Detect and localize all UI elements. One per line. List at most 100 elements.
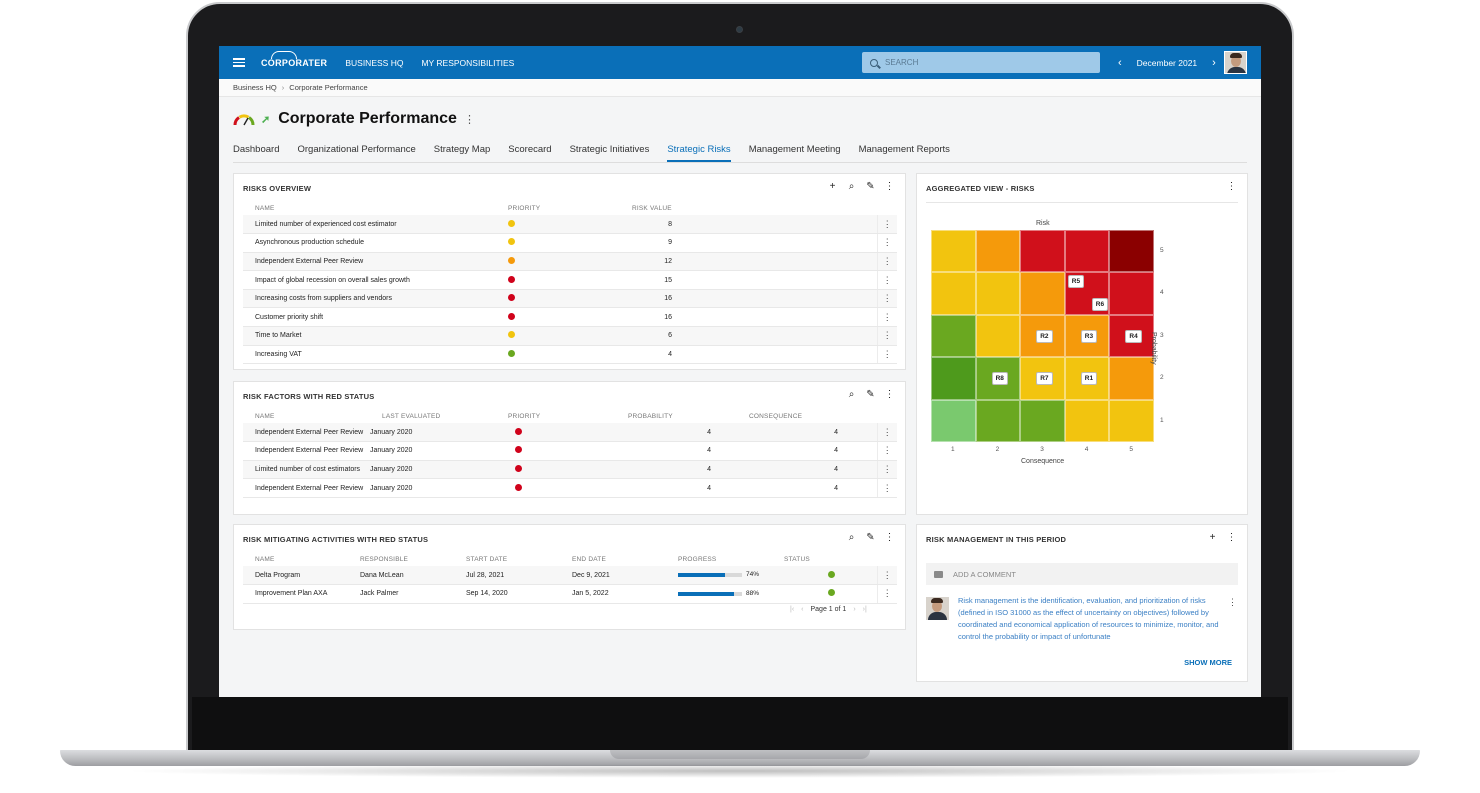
first-page-icon[interactable]: |‹ xyxy=(790,606,795,613)
heatmap-cell[interactable] xyxy=(931,399,976,442)
comment-text[interactable]: Risk management is the identification, e… xyxy=(958,596,1219,641)
more-options-icon[interactable]: ⋮ xyxy=(884,389,895,400)
table-row[interactable]: Independent External Peer Review January … xyxy=(243,478,897,498)
row-menu-icon[interactable]: ⋮ xyxy=(876,233,897,253)
prev-page-icon[interactable]: ‹ xyxy=(801,606,804,613)
more-options-icon[interactable]: ⋮ xyxy=(1226,181,1237,192)
heatmap-cell[interactable] xyxy=(931,314,976,358)
search-icon[interactable]: ⌕ xyxy=(848,389,855,400)
risk-tag[interactable]: R4 xyxy=(1125,329,1142,343)
row-menu-icon[interactable]: ⋮ xyxy=(876,307,897,328)
breadcrumb-corporate-performance[interactable]: Corporate Performance xyxy=(289,83,368,92)
tab-scorecard[interactable]: Scorecard xyxy=(508,144,552,155)
row-menu-icon[interactable]: ⋮ xyxy=(876,289,897,309)
row-menu-icon[interactable]: ⋮ xyxy=(876,566,897,586)
heatmap-cell[interactable] xyxy=(931,272,976,315)
row-menu-icon[interactable]: ⋮ xyxy=(876,478,897,498)
heatmap-cell[interactable]: R4 xyxy=(1109,314,1154,358)
heatmap-cell[interactable] xyxy=(1020,399,1065,442)
period-label[interactable]: December 2021 xyxy=(1136,57,1198,68)
table-row[interactable]: Independent External Peer Review January … xyxy=(243,423,897,443)
row-menu-icon[interactable]: ⋮ xyxy=(876,460,897,480)
table-row[interactable]: Asynchronous production schedule 9 ⋮ xyxy=(243,233,897,253)
more-options-icon[interactable]: ⋮ xyxy=(1228,597,1237,607)
row-menu-icon[interactable]: ⋮ xyxy=(876,252,897,272)
row-menu-icon[interactable]: ⋮ xyxy=(876,584,897,604)
edit-icon[interactable]: ✎ xyxy=(866,532,875,543)
user-avatar[interactable] xyxy=(1224,51,1247,74)
table-row[interactable]: Time to Market 6 ⋮ xyxy=(243,326,897,346)
tab-management-reports[interactable]: Management Reports xyxy=(858,144,950,155)
heatmap-cell[interactable] xyxy=(931,230,976,273)
table-row[interactable]: Increasing VAT 4 ⋮ xyxy=(243,345,897,365)
risk-tag[interactable]: R6 xyxy=(1091,298,1109,312)
heatmap-cell[interactable] xyxy=(1020,230,1065,273)
row-menu-icon[interactable]: ⋮ xyxy=(876,215,897,235)
heatmap-cell[interactable]: R2 xyxy=(1020,314,1065,358)
tab-dashboard[interactable]: Dashboard xyxy=(233,144,280,155)
search-icon[interactable]: ⌕ xyxy=(848,181,855,192)
menu-icon[interactable] xyxy=(233,58,245,67)
row-menu-icon[interactable]: ⋮ xyxy=(876,326,897,346)
nav-business-hq[interactable]: BUSINESS HQ xyxy=(345,57,404,68)
tab-management-meeting[interactable]: Management Meeting xyxy=(748,144,841,155)
search-box[interactable] xyxy=(862,52,1100,73)
table-row[interactable]: Improvement Plan AXA Jack Palmer Sep 14, 2… xyxy=(243,584,897,604)
heatmap-cell[interactable]: R7 xyxy=(1020,357,1065,400)
chevron-right-icon[interactable]: › xyxy=(1212,56,1216,69)
heatmap-cell[interactable]: R8 xyxy=(975,357,1021,400)
table-row[interactable]: Delta Program Dana McLean Jul 28, 2021 Dec … xyxy=(243,566,897,586)
add-icon[interactable]: + xyxy=(829,181,836,192)
heatmap-cell[interactable] xyxy=(1109,399,1154,442)
heatmap-cell[interactable] xyxy=(1109,272,1154,315)
more-options-icon[interactable]: ⋮ xyxy=(884,181,895,192)
heatmap-cell[interactable] xyxy=(1109,230,1154,273)
heatmap-cell[interactable] xyxy=(975,399,1021,442)
heatmap-cell[interactable] xyxy=(1064,399,1110,442)
heatmap-cell[interactable]: R3 xyxy=(1064,314,1110,358)
brand-logo[interactable]: CORPORATER xyxy=(261,50,327,68)
table-row[interactable]: Customer priority shift 16 ⋮ xyxy=(243,307,897,328)
table-row[interactable]: Limited number of experienced cost estim… xyxy=(243,215,897,235)
risk-tag[interactable]: R5 xyxy=(1067,275,1085,289)
risk-tag[interactable]: R1 xyxy=(1080,372,1098,386)
heatmap-cell[interactable]: R1 xyxy=(1064,357,1110,400)
heatmap-cell[interactable] xyxy=(1020,272,1065,315)
table-row[interactable]: Increasing costs from suppliers and vend… xyxy=(243,289,897,309)
chevron-left-icon[interactable]: ‹ xyxy=(1118,56,1122,69)
heatmap-cell[interactable]: R5 R6 xyxy=(1064,272,1110,315)
row-menu-icon[interactable]: ⋮ xyxy=(876,270,897,290)
next-page-icon[interactable]: › xyxy=(853,606,856,613)
table-row[interactable]: Limited number of cost estimators January… xyxy=(243,460,897,480)
more-options-icon[interactable]: ⋮ xyxy=(1226,532,1237,543)
search-icon[interactable]: ⌕ xyxy=(848,532,855,543)
risk-tag[interactable]: R8 xyxy=(991,372,1008,386)
risk-tag[interactable]: R7 xyxy=(1036,372,1053,386)
row-menu-icon[interactable]: ⋮ xyxy=(876,441,897,461)
tab-organizational-performance[interactable]: Organizational Performance xyxy=(297,144,416,155)
search-input[interactable] xyxy=(885,58,1085,67)
row-menu-icon[interactable]: ⋮ xyxy=(876,423,897,443)
add-icon[interactable]: + xyxy=(1209,532,1216,543)
edit-icon[interactable]: ✎ xyxy=(866,181,875,192)
risk-tag[interactable]: R2 xyxy=(1036,329,1053,343)
table-row[interactable]: Impact of global recession on overall sa… xyxy=(243,270,897,290)
heatmap-cell[interactable] xyxy=(975,314,1021,358)
more-options-icon[interactable]: ⋮ xyxy=(884,532,895,543)
tab-strategy-map[interactable]: Strategy Map xyxy=(433,144,491,155)
row-menu-icon[interactable]: ⋮ xyxy=(876,345,897,365)
edit-icon[interactable]: ✎ xyxy=(866,389,875,400)
heatmap-cell[interactable] xyxy=(975,272,1021,315)
nav-my-responsibilities[interactable]: MY RESPONSIBILITIES xyxy=(421,57,515,68)
last-page-icon[interactable]: ›| xyxy=(862,606,867,613)
heatmap-cell[interactable] xyxy=(1064,230,1110,273)
add-comment-field[interactable]: ADD A COMMENT xyxy=(926,563,1238,585)
heatmap-cell[interactable] xyxy=(931,357,976,400)
heatmap-cell[interactable] xyxy=(975,230,1021,273)
tab-strategic-initiatives[interactable]: Strategic Initiatives xyxy=(569,144,650,155)
table-row[interactable]: Independent External Peer Review January … xyxy=(243,441,897,461)
heatmap-cell[interactable] xyxy=(1109,357,1154,400)
risk-tag[interactable]: R3 xyxy=(1080,329,1098,343)
tab-strategic-risks[interactable]: Strategic Risks xyxy=(667,144,731,162)
breadcrumb-business-hq[interactable]: Business HQ xyxy=(233,83,277,92)
